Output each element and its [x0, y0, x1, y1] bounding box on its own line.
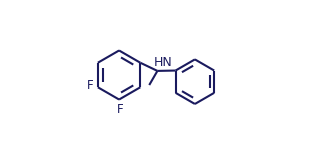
Text: F: F: [87, 79, 94, 92]
Text: HN: HN: [153, 56, 172, 69]
Text: F: F: [117, 103, 123, 116]
